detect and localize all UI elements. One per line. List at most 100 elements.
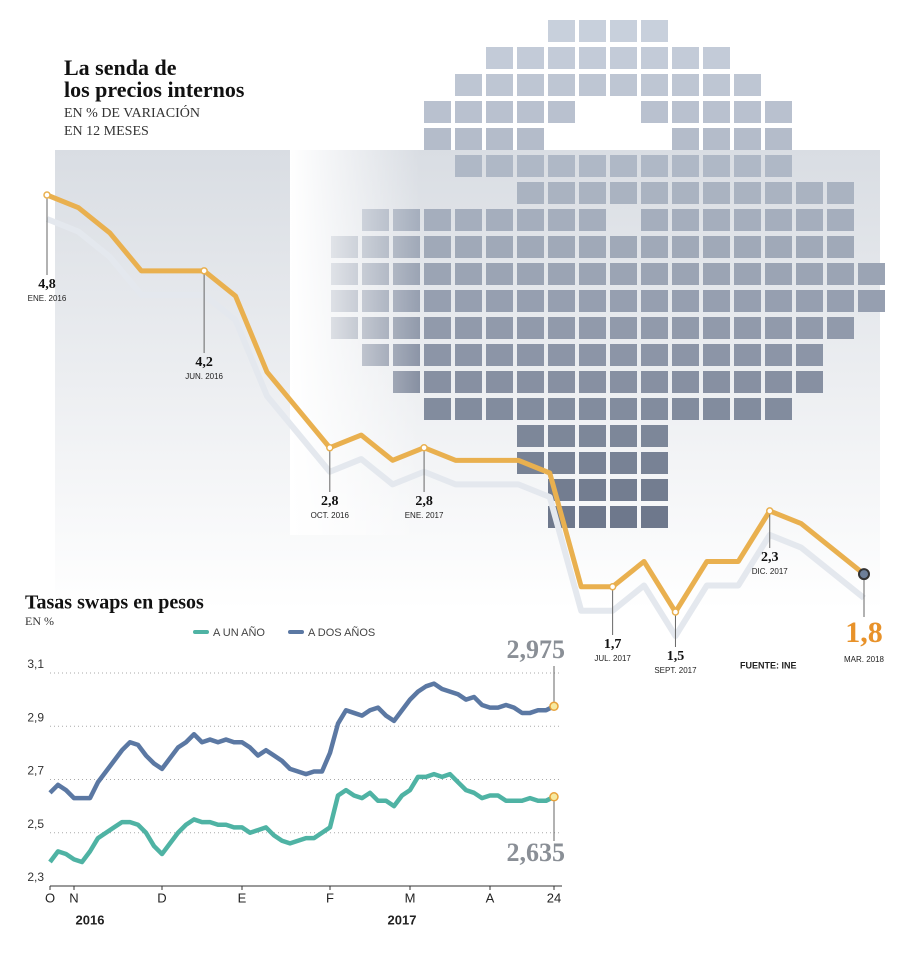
tile xyxy=(424,371,451,393)
point xyxy=(200,267,208,275)
tile xyxy=(579,398,606,420)
tile xyxy=(765,263,792,285)
tile xyxy=(641,101,668,123)
tile xyxy=(858,263,885,285)
line xyxy=(46,192,866,615)
tile xyxy=(579,209,606,231)
tile xyxy=(672,101,699,123)
tile xyxy=(734,101,761,123)
tile xyxy=(517,74,544,96)
tile xyxy=(455,128,482,150)
tile xyxy=(517,263,544,285)
legend-label: A UN AÑO xyxy=(213,626,265,639)
tile xyxy=(610,47,637,69)
tile xyxy=(734,398,761,420)
tile xyxy=(641,155,668,177)
tile xyxy=(486,128,513,150)
tile xyxy=(579,74,606,96)
tile xyxy=(579,479,606,501)
tile xyxy=(796,236,823,258)
tile xyxy=(486,47,513,69)
tile xyxy=(796,371,823,393)
tile xyxy=(703,317,730,339)
tile xyxy=(579,182,606,204)
tile xyxy=(486,317,513,339)
tile xyxy=(672,236,699,258)
tile xyxy=(796,263,823,285)
tile xyxy=(548,101,575,123)
tile xyxy=(579,236,606,258)
tile xyxy=(703,371,730,393)
tile xyxy=(672,155,699,177)
tile xyxy=(455,398,482,420)
tile xyxy=(455,236,482,258)
series-line xyxy=(48,681,556,801)
tile xyxy=(548,317,575,339)
end-label: 2,635 xyxy=(507,838,566,867)
title: Tasas swaps en pesos xyxy=(25,592,204,614)
tile xyxy=(672,344,699,366)
tile xyxy=(517,425,544,447)
category-label: JUL. 2017 xyxy=(594,654,631,663)
tile xyxy=(517,317,544,339)
tile xyxy=(517,101,544,123)
tile xyxy=(703,47,730,69)
tile xyxy=(641,20,668,42)
tile xyxy=(579,506,606,528)
tile xyxy=(455,74,482,96)
tile xyxy=(610,182,637,204)
tile xyxy=(486,209,513,231)
tile xyxy=(579,344,606,366)
tile xyxy=(548,371,575,393)
tile xyxy=(486,263,513,285)
tile xyxy=(641,182,668,204)
tile xyxy=(734,155,761,177)
tile xyxy=(579,452,606,474)
tile xyxy=(579,425,606,447)
year-label: 2017 xyxy=(388,912,417,927)
tile xyxy=(486,236,513,258)
tile xyxy=(424,317,451,339)
tile xyxy=(703,398,730,420)
tile xyxy=(424,236,451,258)
tile xyxy=(703,128,730,150)
tile xyxy=(548,236,575,258)
tile xyxy=(424,209,451,231)
tile xyxy=(641,47,668,69)
title: La senda de xyxy=(64,55,177,80)
tile xyxy=(703,74,730,96)
tile xyxy=(548,209,575,231)
tile xyxy=(765,398,792,420)
tile xyxy=(703,290,730,312)
tile xyxy=(734,317,761,339)
tile xyxy=(734,128,761,150)
tile xyxy=(610,74,637,96)
tile xyxy=(517,290,544,312)
tile xyxy=(610,452,637,474)
tile xyxy=(548,263,575,285)
tile xyxy=(424,101,451,123)
category-label: JUN. 2016 xyxy=(185,372,223,381)
tile xyxy=(610,344,637,366)
tile xyxy=(579,47,606,69)
tile xyxy=(610,425,637,447)
tile xyxy=(703,236,730,258)
tile xyxy=(641,371,668,393)
tile xyxy=(641,344,668,366)
tile xyxy=(827,263,854,285)
tile xyxy=(734,74,761,96)
y-tick-label: 2,7 xyxy=(27,764,44,778)
value-label: 4,2 xyxy=(195,355,213,370)
tile xyxy=(517,182,544,204)
tile xyxy=(486,290,513,312)
tile xyxy=(703,101,730,123)
tile xyxy=(765,236,792,258)
x-tick-label: N xyxy=(69,890,78,905)
year-label: 2016 xyxy=(76,912,105,927)
tile xyxy=(579,317,606,339)
tile xyxy=(548,290,575,312)
tile xyxy=(517,47,544,69)
tile xyxy=(455,101,482,123)
legend-label: A DOS AÑOS xyxy=(308,626,375,639)
tile xyxy=(858,290,885,312)
